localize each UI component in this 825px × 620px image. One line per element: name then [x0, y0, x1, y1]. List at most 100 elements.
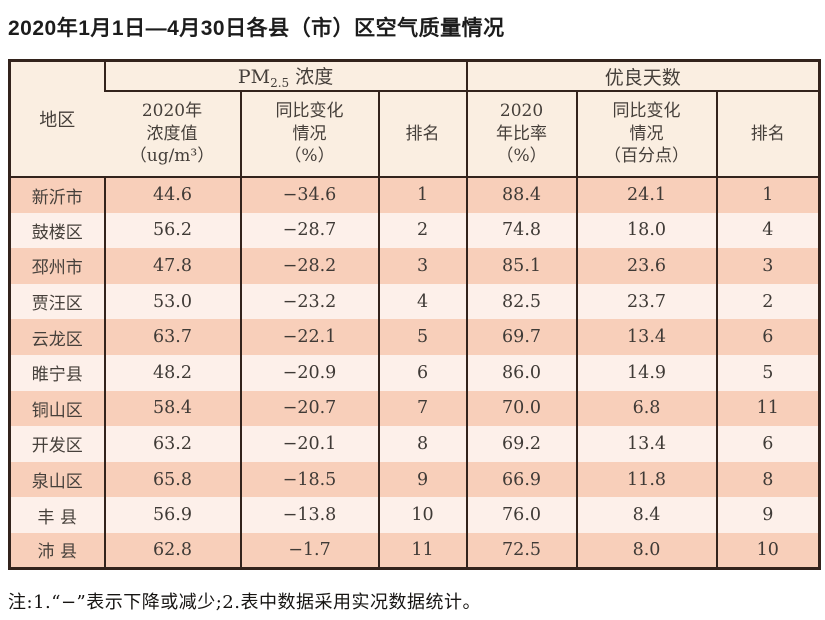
rate-change-cell: 8.4 — [575, 497, 717, 533]
rate-cell: 74.8 — [465, 212, 577, 249]
rate-rank-cell: 9 — [715, 497, 820, 533]
region-cell: 新沂市 — [9, 177, 105, 213]
pm-change-cell: −13.8 — [239, 497, 379, 533]
pm-value-cell: 48.2 — [103, 354, 241, 391]
rate-rank-cell: 6 — [715, 319, 820, 355]
rate-change-cell: 23.7 — [575, 283, 717, 320]
pm-change-cell: −28.2 — [239, 248, 379, 284]
region-cell: 铜山区 — [9, 390, 105, 427]
rate-rank-cell: 4 — [715, 212, 820, 249]
rate-cell: 72.5 — [465, 532, 577, 569]
table-footnote: 注:1.“−”表示下降或减少;2.表中数据采用实况数据统计。 — [8, 592, 481, 614]
pm-change-cell: −34.6 — [239, 177, 379, 213]
table-row: 沛 县 62.8 −1.7 11 72.5 8.0 10 — [9, 532, 820, 569]
table-row: 丰 县 56.9 −13.8 10 76.0 8.4 9 — [9, 497, 820, 533]
pm-rank-cell: 1 — [377, 177, 467, 213]
pm-value-cell: 47.8 — [103, 248, 241, 284]
pm-rank-cell: 7 — [377, 390, 467, 427]
pm-change-column-header: 同比变化 情况 （%） — [239, 91, 379, 177]
rate-rank-cell: 1 — [715, 177, 820, 213]
pm-rank-cell: 11 — [377, 532, 467, 569]
rate-change-cell: 8.0 — [575, 532, 717, 569]
region-cell: 鼓楼区 — [9, 212, 105, 249]
rate-change-cell: 11.8 — [575, 461, 717, 498]
rate-rank-cell: 8 — [715, 461, 820, 498]
rate-cell: 82.5 — [465, 283, 577, 320]
rate-rank-cell: 5 — [715, 354, 820, 391]
rate-cell: 70.0 — [465, 390, 577, 427]
region-cell: 丰 县 — [9, 497, 105, 533]
good-days-group-header: 优良天数 — [465, 60, 820, 92]
region-cell: 贾汪区 — [9, 283, 105, 320]
pm-value-cell: 63.7 — [103, 319, 241, 355]
pm-value-cell: 65.8 — [103, 461, 241, 498]
pm-value-cell: 44.6 — [103, 177, 241, 213]
rate-cell: 66.9 — [465, 461, 577, 498]
pm-value-column-header: 2020年 浓度值 （ug/m³） — [104, 91, 241, 177]
region-cell: 泉山区 — [9, 461, 105, 498]
table-row: 新沂市 44.6 −34.6 1 88.4 24.1 1 — [9, 177, 820, 213]
rate-change-cell: 6.8 — [575, 390, 717, 427]
region-cell: 沛 县 — [9, 532, 105, 569]
header-group-row: 地区 PM2.5 浓度 优良天数 — [9, 60, 820, 177]
rate-change-cell: 14.9 — [575, 354, 717, 391]
pm-value-cell: 58.4 — [103, 390, 241, 427]
pm-rank-cell: 6 — [377, 354, 467, 391]
pm-rank-cell: 8 — [377, 426, 467, 462]
page-title: 2020年1月1日—4月30日各县（市）区空气质量情况 — [8, 17, 505, 40]
pm-change-cell: −1.7 — [239, 532, 379, 569]
pm-value-cell: 62.8 — [103, 532, 241, 569]
rate-cell: 69.2 — [465, 426, 577, 462]
rate-cell: 69.7 — [465, 319, 577, 355]
rate-rank-cell: 11 — [715, 390, 820, 427]
rate-change-column-header: 同比变化 情况 （百分点） — [575, 91, 717, 177]
pm-rank-column-header: 排名 — [377, 91, 467, 177]
region-column-header: 地区 — [9, 60, 105, 177]
rate-column-header: 2020 年比率 （%） — [465, 91, 577, 177]
table-row: 邳州市 47.8 −28.2 3 85.1 23.6 3 — [9, 248, 820, 284]
pm-change-cell: −20.7 — [239, 390, 379, 427]
rate-cell: 86.0 — [465, 354, 577, 391]
table-header: 地区 PM2.5 浓度 优良天数 2020年 浓度值 （ug/m³） 同比变化 … — [9, 60, 820, 177]
pm-change-cell: −20.1 — [239, 426, 379, 462]
rate-change-cell: 18.0 — [575, 212, 717, 249]
header-sub-row: 2020年 浓度值 （ug/m³） 同比变化 情况 （%） 排名 2020 年比… — [10, 91, 820, 177]
region-cell: 云龙区 — [9, 319, 105, 355]
region-cell: 睢宁县 — [9, 354, 105, 391]
rate-rank-column-header: 排名 — [715, 91, 820, 177]
pm-change-cell: −20.9 — [239, 354, 379, 391]
pm-change-cell: −22.1 — [239, 319, 379, 355]
rate-rank-cell: 6 — [715, 426, 820, 462]
pm-rank-cell: 9 — [377, 461, 467, 498]
pm-value-cell: 53.0 — [103, 283, 241, 320]
pm-rank-cell: 10 — [377, 497, 467, 533]
pm-rank-cell: 5 — [377, 319, 467, 355]
pm-value-cell: 56.9 — [103, 497, 241, 533]
rate-cell: 88.4 — [465, 177, 577, 213]
rate-rank-cell: 10 — [715, 532, 820, 569]
table-row: 睢宁县 48.2 −20.9 6 86.0 14.9 5 — [9, 354, 820, 391]
pm-rank-cell: 3 — [377, 248, 467, 284]
pm25-label: PM2.5 浓度 — [237, 66, 334, 90]
region-cell: 开发区 — [9, 426, 105, 462]
table-row: 贾汪区 53.0 −23.2 4 82.5 23.7 2 — [9, 283, 820, 320]
pm-value-cell: 63.2 — [103, 426, 241, 462]
pm-rank-cell: 4 — [377, 283, 467, 320]
table-row: 泉山区 65.8 −18.5 9 66.9 11.8 8 — [9, 461, 820, 498]
table-row: 开发区 63.2 −20.1 8 69.2 13.4 6 — [9, 426, 820, 462]
pm-value-cell: 56.2 — [103, 212, 241, 249]
rate-cell: 76.0 — [465, 497, 577, 533]
rate-change-cell: 23.6 — [575, 248, 717, 284]
table-row: 鼓楼区 56.2 −28.7 2 74.8 18.0 4 — [9, 212, 820, 249]
pm25-group-header: PM2.5 浓度 — [103, 60, 467, 92]
rate-rank-cell: 2 — [715, 283, 820, 320]
pm-change-cell: −23.2 — [239, 283, 379, 320]
air-quality-table: 地区 PM2.5 浓度 优良天数 2020年 浓度值 （ug/m³） 同比变化 … — [8, 59, 822, 571]
rate-cell: 85.1 — [465, 248, 577, 284]
pm-change-cell: −28.7 — [239, 212, 379, 249]
rate-change-cell: 24.1 — [575, 177, 717, 213]
pm-change-cell: −18.5 — [239, 461, 379, 498]
rate-rank-cell: 3 — [715, 248, 820, 284]
rate-change-cell: 13.4 — [575, 426, 717, 462]
rate-change-cell: 13.4 — [575, 319, 717, 355]
